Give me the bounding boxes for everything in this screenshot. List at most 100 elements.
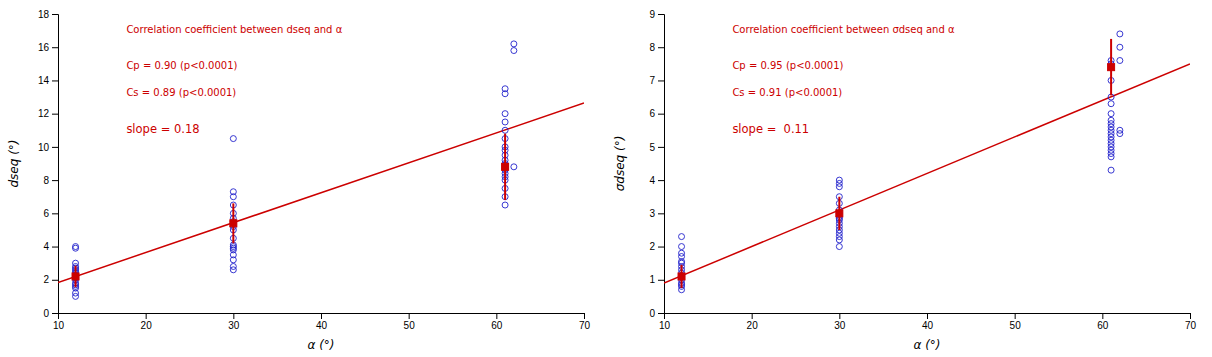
x-tick-mark	[752, 313, 753, 319]
plot-area	[58, 41, 584, 299]
y-axis: 0 2 4 6 8 10 12 14 16 18	[38, 9, 59, 319]
y-tick: 3	[649, 208, 664, 219]
y-tick-mark	[658, 114, 664, 115]
x-tick-mark	[496, 313, 497, 319]
x-tick-label: 40	[922, 320, 934, 331]
x-tick: 30	[228, 313, 240, 331]
scatter-point	[230, 220, 236, 226]
y-axis: 0123456789	[649, 9, 664, 319]
x-tick-label: 60	[1097, 320, 1109, 331]
y-tick: 10	[38, 142, 58, 153]
x-axis: 10 20 30 40 50 60 70	[53, 313, 591, 331]
error-bars	[682, 39, 1112, 288]
scatter-point	[502, 127, 508, 133]
y-tick-label: 5	[649, 142, 655, 153]
x-tick-mark	[1102, 313, 1103, 319]
scatter-point	[73, 244, 79, 250]
y-tick-mark	[52, 247, 58, 248]
scatter-point	[511, 164, 517, 170]
y-tick-mark	[52, 147, 58, 148]
x-tick-label: 20	[747, 320, 759, 331]
y-axis-line	[658, 15, 665, 314]
x-tick: 10	[659, 313, 671, 331]
x-tick-label: 20	[141, 320, 153, 331]
y-tick-label: 6	[43, 208, 49, 219]
y-tick: 4	[649, 175, 664, 186]
y-tick: 5	[649, 142, 664, 153]
y-tick: 14	[38, 75, 58, 86]
annotation: slope = 0.11	[732, 122, 809, 136]
regression-line	[58, 103, 584, 282]
y-tick-label: 0	[649, 308, 655, 319]
x-tick: 60	[1097, 313, 1109, 331]
panel: 102030405060700123456789α (°)σdseq (°)Co…	[613, 9, 1196, 352]
scatter-point	[502, 119, 508, 125]
scatter-point	[511, 41, 517, 47]
y-tick-label: 1	[649, 274, 655, 285]
y-tick-label: 18	[38, 9, 50, 20]
x-tick-mark	[584, 313, 585, 319]
mean-marker	[230, 220, 237, 227]
x-tick: 40	[922, 313, 934, 331]
x-tick-label: 50	[404, 320, 416, 331]
y-tick-label: 9	[649, 9, 655, 20]
x-tick-label: 30	[834, 320, 846, 331]
scatter-point	[502, 202, 508, 208]
y-tick-label: 12	[38, 108, 50, 119]
annotation: Correlation coefficient between dseq and…	[126, 24, 342, 35]
scatter-point	[679, 273, 685, 279]
scatter-point	[1117, 31, 1123, 37]
error-bars	[76, 134, 506, 288]
y-tick: 7	[649, 75, 664, 86]
annotation: Cp = 0.90 (p<0.0001)	[126, 60, 237, 71]
y-tick-mark	[658, 280, 664, 281]
regression-line	[664, 64, 1190, 283]
x-axis-line	[665, 314, 1191, 320]
point-group	[678, 64, 1115, 280]
annotation: Cs = 0.89 (p<0.0001)	[126, 87, 236, 98]
x-tick: 70	[579, 313, 591, 331]
scatter-point	[1117, 44, 1123, 50]
x-tick: 60	[491, 313, 503, 331]
mean-marker	[502, 163, 509, 170]
annotation: Cp = 0.95 (p<0.0001)	[732, 60, 843, 71]
mean-marker	[836, 210, 843, 217]
y-tick-label: 10	[38, 142, 50, 153]
x-tick: 70	[1185, 313, 1197, 331]
y-tick: 18	[38, 9, 58, 20]
y-tick-mark	[52, 14, 58, 15]
x-axis-title: α (°)	[307, 338, 334, 352]
y-tick-mark	[658, 247, 664, 248]
mean-marker	[72, 273, 79, 280]
scatter-point	[679, 234, 685, 240]
y-tick-label: 2	[43, 274, 49, 285]
scatter-point	[1108, 111, 1114, 117]
scatter-point	[679, 250, 685, 256]
x-tick: 40	[316, 313, 328, 331]
y-tick-mark	[658, 180, 664, 181]
scatter-point	[836, 177, 842, 183]
y-tick-mark	[52, 47, 58, 48]
y-tick: 6	[43, 208, 58, 219]
annotation: Correlation coefficient between σdseq an…	[732, 24, 955, 35]
point-group	[73, 244, 79, 300]
x-tick-label: 10	[53, 320, 65, 331]
y-tick-label: 8	[43, 175, 49, 186]
x-tick-mark	[146, 313, 147, 319]
y-tick-label: 7	[649, 75, 655, 86]
scatter-point	[1117, 58, 1123, 64]
y-tick-mark	[52, 280, 58, 281]
y-axis-line	[52, 15, 59, 314]
x-tick: 50	[404, 313, 416, 331]
y-tick: 8	[43, 175, 58, 186]
scatter-point	[836, 244, 842, 250]
x-tick-label: 30	[228, 320, 240, 331]
x-tick-mark	[1190, 313, 1191, 319]
y-axis-title: dseq (°)	[7, 139, 21, 187]
point-group	[230, 136, 236, 273]
y-tick-label: 16	[38, 42, 50, 53]
y-tick-label: 4	[43, 241, 49, 252]
scatter-point	[73, 260, 79, 266]
x-tick-label: 70	[579, 320, 591, 331]
y-tick-label: 0	[43, 308, 49, 319]
